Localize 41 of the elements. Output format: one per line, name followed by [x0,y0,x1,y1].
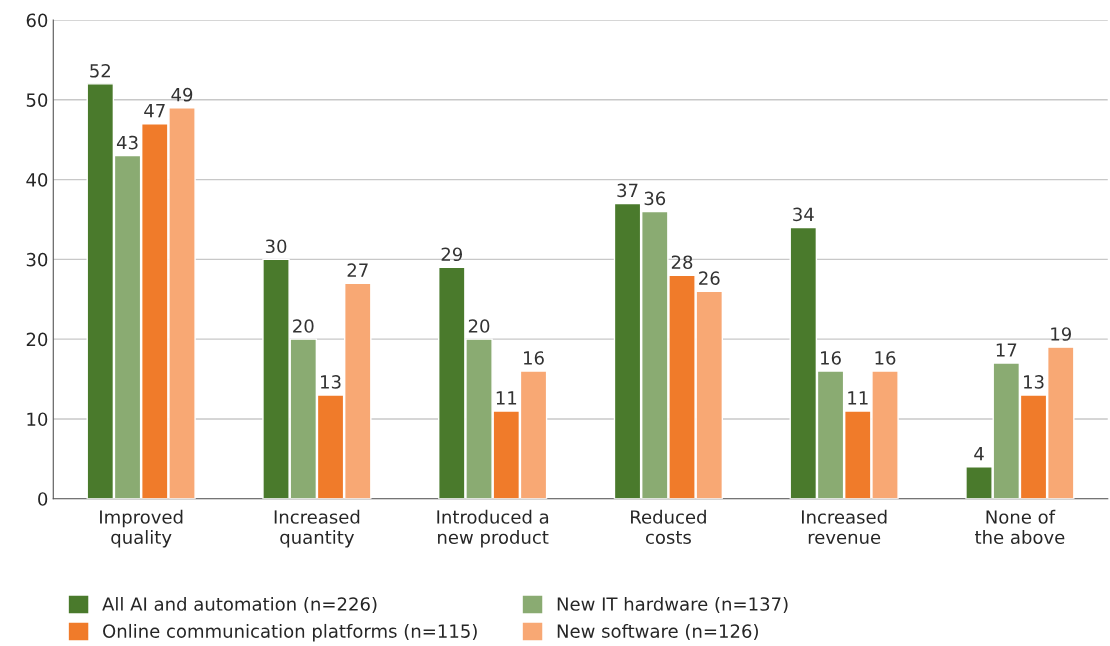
x-tick-label: Reduced costs [631,509,706,545]
data-label: 43 [116,135,138,150]
data-label: 16 [524,351,544,365]
data-label: 13 [1024,375,1044,389]
y-tick-label: 30 [26,252,48,267]
y-tick-label: 0 [38,492,48,506]
y-tick-label: 20 [26,332,48,347]
data-label: 20 [468,319,490,333]
data-label: 13 [321,375,341,389]
data-label: 29 [441,247,463,262]
data-label: 47 [144,104,165,118]
data-label: 11 [848,391,868,405]
data-label: 28 [671,255,693,270]
x-tick-label: None of the above [975,509,1065,545]
data-label: 4 [974,447,984,461]
data-label: 26 [699,271,720,286]
legend-label: All AI and automation (n=226) [102,596,377,613]
data-label: 19 [1051,327,1071,341]
data-label: 30 [265,239,287,254]
data-label: 27 [347,263,368,277]
y-tick-label: 40 [26,173,48,187]
x-tick-label: Increased revenue [801,509,887,545]
x-tick-label: Improved quality [100,509,183,548]
legend-label: New software (n=126) [557,623,758,641]
x-tick-label: Introduced a new product [437,509,549,548]
data-label: 20 [293,319,314,333]
data-label: 16 [821,351,841,365]
y-tick-label: 50 [26,93,48,107]
x-tick-label: Increased quantity [274,509,360,548]
legend-label: New IT hardware (n=137) [557,596,788,613]
data-label: 49 [171,87,193,102]
data-label: 36 [644,191,666,206]
data-label: 16 [875,351,896,365]
y-tick-label: 10 [27,412,48,427]
data-label: 52 [90,63,110,78]
data-label: 37 [617,183,638,198]
legend-label: Online communication platforms (n=115) [103,623,477,642]
data-label: 11 [496,391,517,405]
y-tick-label: 60 [26,13,48,28]
data-label: 17 [996,343,1017,357]
data-label: 34 [793,207,814,222]
